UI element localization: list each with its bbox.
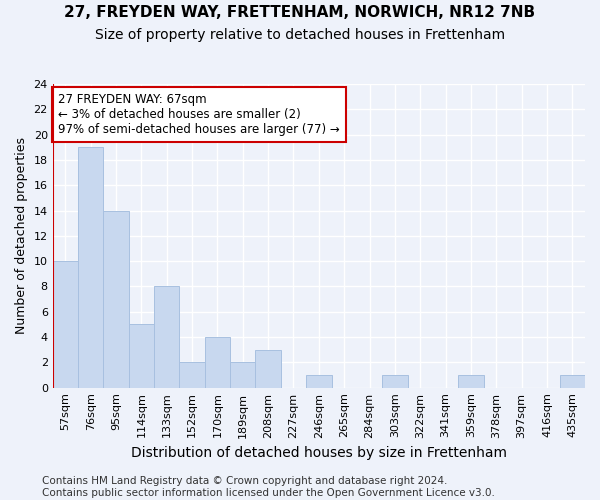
Bar (382, 375, 407, 388)
Y-axis label: Number of detached properties: Number of detached properties (15, 138, 28, 334)
Text: 27, FREYDEN WAY, FRETTENHAM, NORWICH, NR12 7NB: 27, FREYDEN WAY, FRETTENHAM, NORWICH, NR… (64, 5, 536, 20)
Bar (78, 148, 103, 388)
Bar (103, 210, 129, 388)
Bar (458, 375, 484, 388)
Bar (129, 324, 154, 388)
X-axis label: Distribution of detached houses by size in Frettenham: Distribution of detached houses by size … (131, 446, 507, 460)
Bar (256, 350, 281, 388)
Bar (179, 362, 205, 388)
Bar (154, 286, 179, 388)
Bar (53, 261, 78, 388)
Bar (205, 337, 230, 388)
Text: Size of property relative to detached houses in Frettenham: Size of property relative to detached ho… (95, 28, 505, 42)
Text: 27 FREYDEN WAY: 67sqm
← 3% of detached houses are smaller (2)
97% of semi-detach: 27 FREYDEN WAY: 67sqm ← 3% of detached h… (58, 93, 340, 136)
Text: Contains HM Land Registry data © Crown copyright and database right 2024.
Contai: Contains HM Land Registry data © Crown c… (42, 476, 495, 498)
Bar (230, 362, 256, 388)
Bar (306, 375, 332, 388)
Bar (560, 375, 585, 388)
